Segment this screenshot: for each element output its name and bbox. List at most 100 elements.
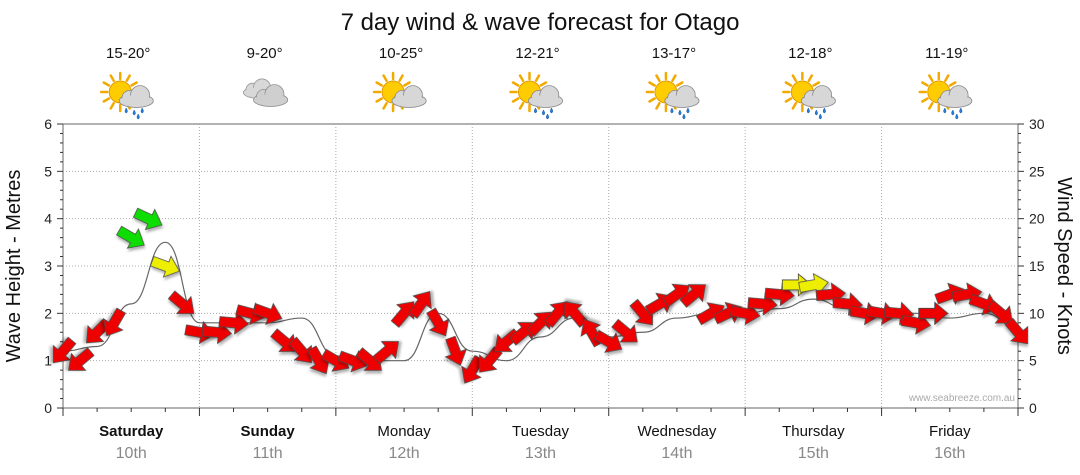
wind-arrow <box>611 318 638 343</box>
x-axis: Saturday 10th Sunday 11th Monday 12th Tuesday 1… <box>62 408 1019 462</box>
y-tick-label-right: 30 <box>1029 116 1045 132</box>
sun-ray <box>675 81 684 87</box>
wind-arrow <box>116 225 145 249</box>
x-tick-label-date: 15th <box>798 445 829 462</box>
sun-ray <box>928 102 934 110</box>
sun-ray <box>784 81 793 87</box>
left-axis: 0 1 2 3 4 5 6 <box>44 116 63 416</box>
y-tick-label-right: 10 <box>1029 305 1045 321</box>
rain-drop <box>124 107 128 114</box>
x-tick-label-date: 10th <box>116 445 147 462</box>
x-tick-label-date: 14th <box>661 445 692 462</box>
day-headers: 15-20° 9-20° 10-25° 12-21° 13-17° 12-18° 11-19… <box>99 45 973 120</box>
x-tick-label-date: 11th <box>253 445 283 462</box>
y-tick-label-left: 0 <box>44 400 52 416</box>
sun-ray <box>791 102 798 110</box>
sun-ray <box>109 74 115 82</box>
rain-drop <box>822 107 826 114</box>
sun-ray <box>671 74 677 82</box>
wind-arrow <box>252 302 283 326</box>
sun-cloud-rain-icon <box>99 71 154 120</box>
y-tick-label-left: 1 <box>44 353 52 369</box>
rain-drop <box>670 107 674 114</box>
temperature-label: 12-18° <box>788 45 832 62</box>
temperature-label: 12-21° <box>515 45 559 62</box>
y-tick-label-left: 2 <box>44 305 52 321</box>
wind-arrow <box>372 341 399 365</box>
wind-arrow <box>218 311 250 335</box>
rain-drop <box>678 109 682 116</box>
sun-ray <box>518 102 525 110</box>
cloud-shape <box>665 95 699 107</box>
temperature-label: 15-20° <box>106 45 150 62</box>
rain-drop <box>140 107 144 114</box>
sun-cloud-rain-icon <box>509 71 564 120</box>
y-tick-label-left: 6 <box>44 116 52 132</box>
sun-ray <box>655 74 661 82</box>
x-tick-label-day: Sunday <box>241 423 296 440</box>
rain-drop <box>806 107 810 114</box>
rain-drop <box>955 113 959 120</box>
wind-arrow <box>1004 317 1029 345</box>
wind-arrow <box>167 290 195 314</box>
sun-ray <box>655 102 661 110</box>
sun-ray <box>375 97 384 103</box>
cloud-shape <box>392 95 426 107</box>
cloud-shape <box>938 95 971 107</box>
wind-arrow <box>479 346 503 373</box>
y-tick-label-left: 4 <box>44 211 52 227</box>
rain-drop <box>132 109 136 116</box>
sun-cloud-rain-icon <box>782 71 836 120</box>
y-axis-label-left: Wave Height - Metres <box>3 170 25 363</box>
x-tick-label-day: Thursday <box>782 423 845 440</box>
x-tick-label-day: Tuesday <box>512 423 569 440</box>
right-axis: 0 5 10 15 20 25 30 <box>1018 116 1045 416</box>
rain-drop <box>136 113 140 120</box>
rain-drop <box>951 109 955 116</box>
sun-ray <box>382 102 388 110</box>
wind-arrow <box>918 301 949 326</box>
chart-title: 7 day wind & wave forecast for Otago <box>341 9 740 36</box>
y-tick-label-right: 15 <box>1029 258 1045 274</box>
x-tick-label-day: Friday <box>929 423 971 440</box>
sun-ray <box>398 74 404 82</box>
sun-ray <box>921 81 929 87</box>
cloud-shape <box>254 94 287 106</box>
rain-drop <box>550 107 553 114</box>
series-layer <box>52 207 1029 384</box>
sun-ray <box>539 81 548 87</box>
wind-arrow <box>426 307 450 337</box>
sun-ray <box>948 81 957 87</box>
cloudy-icon <box>242 78 289 107</box>
sun-ray <box>921 97 929 103</box>
sun-ray <box>102 81 111 87</box>
wind-arrow <box>288 336 312 364</box>
wind-arrow <box>132 207 163 231</box>
sun-ray <box>130 81 138 87</box>
temperature-label: 10-25° <box>379 45 423 62</box>
sun-cloud-rain-icon <box>918 71 973 120</box>
sun-ray <box>375 81 384 87</box>
rain-drop <box>943 107 947 114</box>
y-tick-label-left: 5 <box>44 163 52 179</box>
sun-ray <box>511 97 520 103</box>
rain-drop <box>682 113 686 120</box>
sun-ray <box>125 74 131 82</box>
y-tick-label-right: 5 <box>1029 353 1037 369</box>
x-tick-label-date: 12th <box>389 445 420 462</box>
sun-ray <box>534 74 541 82</box>
x-tick-label-day: Wednesday <box>637 423 716 440</box>
temperature-label: 13-17° <box>652 45 696 62</box>
sun-ray <box>944 74 950 82</box>
rain-drop <box>959 107 963 114</box>
wind-arrow <box>444 335 467 366</box>
wind-arrow <box>68 347 95 371</box>
sun-ray <box>109 102 115 110</box>
sun-ray <box>648 97 656 103</box>
sun-ray <box>382 74 388 82</box>
x-tick-label-date: 13th <box>525 445 556 462</box>
sun-cloud-rain-icon <box>645 71 700 120</box>
sun-ray <box>791 74 798 82</box>
sun-ray <box>403 81 411 87</box>
